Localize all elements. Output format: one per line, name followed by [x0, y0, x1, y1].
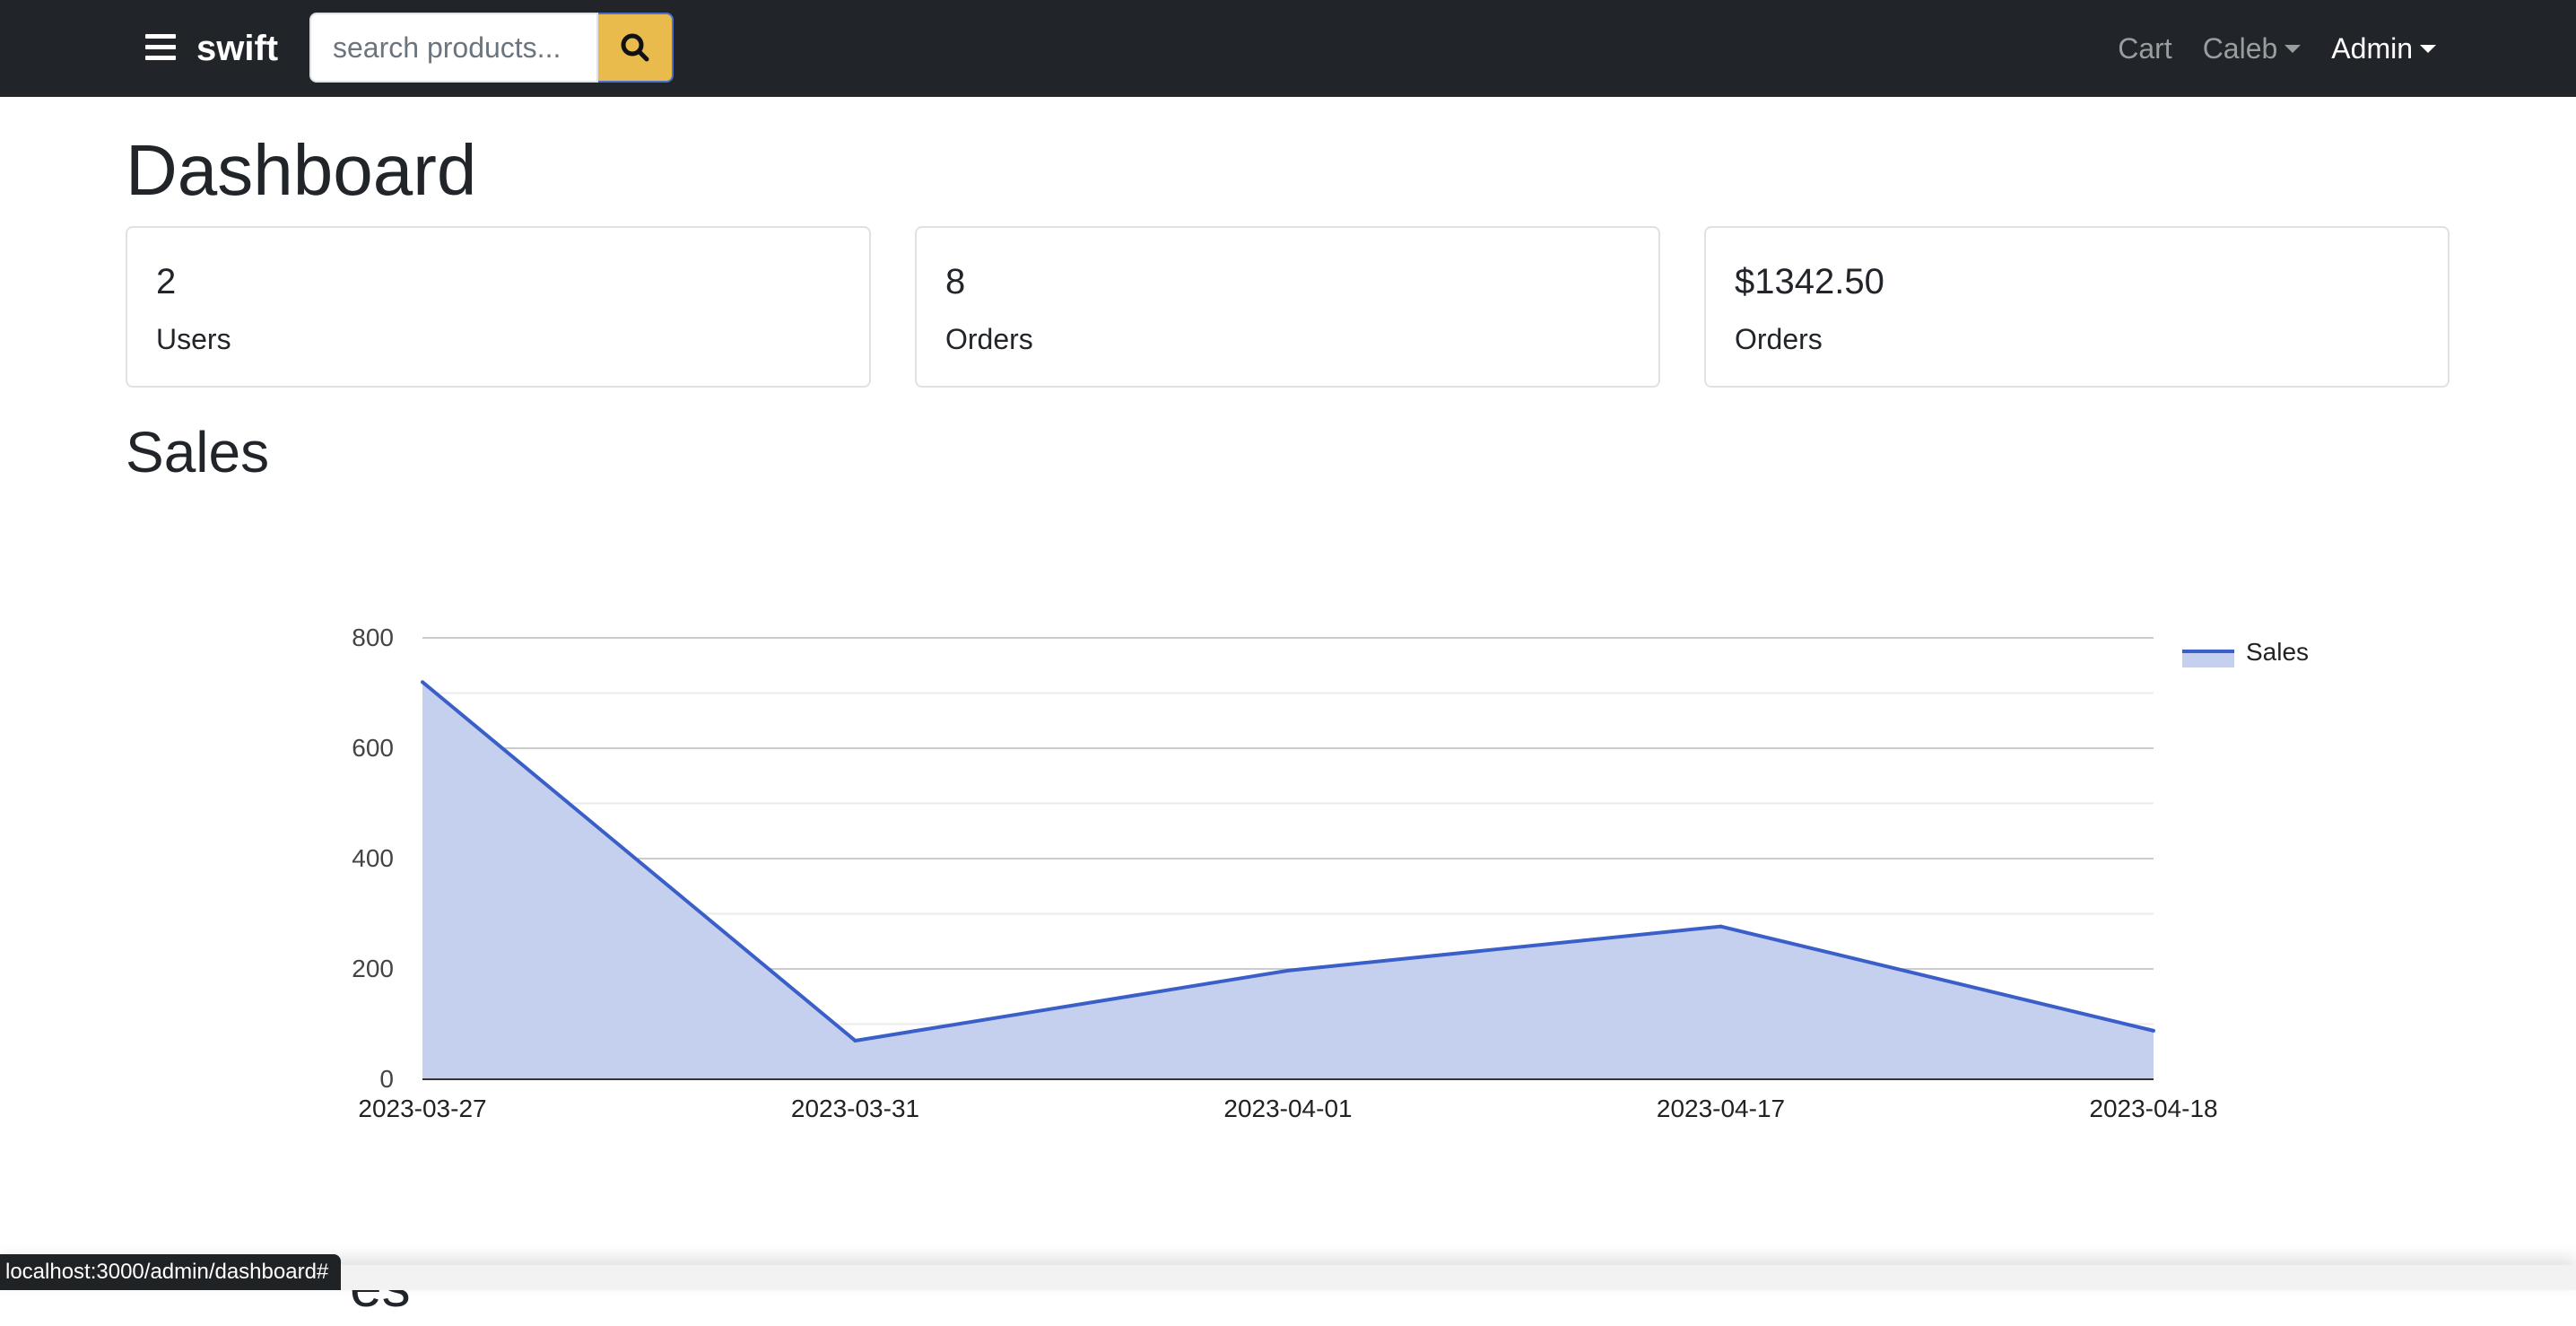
user-dropdown-label: Caleb: [2202, 31, 2278, 65]
nav-links: Cart Caleb Admin: [2087, 22, 2436, 75]
caret-down-icon: [2420, 44, 2436, 53]
admin-dropdown-label: Admin: [2331, 31, 2413, 65]
x-tick-label: 2023-04-18: [2089, 1095, 2217, 1122]
legend-swatch: [2182, 651, 2234, 667]
y-tick-label: 200: [352, 955, 394, 982]
search-button[interactable]: [598, 13, 674, 83]
data-point: [1286, 968, 1290, 973]
users-card: 2 Users: [126, 226, 871, 388]
data-point: [853, 1038, 857, 1042]
data-point: [1719, 924, 1723, 929]
card-label: Users: [156, 323, 231, 355]
y-tick-label: 0: [379, 1065, 394, 1093]
legend-label: Sales: [2246, 638, 2309, 666]
x-tick-label: 2023-04-17: [1657, 1095, 1785, 1122]
card-label: Orders: [1735, 323, 1823, 355]
data-point: [2152, 1028, 2155, 1033]
cart-link-label: Cart: [2118, 31, 2172, 65]
orders-count-card: 8 Orders: [915, 226, 1660, 388]
page-title: Dashboard: [126, 130, 477, 210]
user-dropdown[interactable]: Caleb: [2203, 32, 2302, 65]
orders-total-card: $1342.50 Orders: [1704, 226, 2450, 388]
card-value: 2: [156, 262, 177, 301]
card-label: Orders: [945, 323, 1033, 355]
menu-icon[interactable]: [145, 34, 176, 61]
sales-title: Sales: [126, 420, 270, 484]
navbar: swift Cart Caleb Admin: [0, 0, 2576, 97]
brand-logo[interactable]: swift: [196, 29, 279, 68]
y-tick-label: 400: [352, 844, 394, 872]
cart-link[interactable]: Cart: [2118, 32, 2171, 65]
x-tick-label: 2023-03-31: [791, 1095, 919, 1122]
search-form: [309, 13, 674, 83]
sales-area: [422, 682, 2154, 1079]
y-tick-label: 600: [352, 734, 394, 762]
search-icon: [621, 33, 649, 62]
sales-chart: 0 200 400 600 800 2023-03-27 2023-03-31 2023-04…: [352, 624, 2309, 1122]
admin-dropdown[interactable]: Admin: [2331, 32, 2436, 65]
page-fade: [0, 1265, 2576, 1290]
search-input[interactable]: [309, 13, 598, 83]
card-value: $1342.50: [1735, 262, 1884, 301]
card-value: 8: [945, 262, 966, 301]
x-tick-label: 2023-04-01: [1223, 1095, 1352, 1122]
x-tick-label: 2023-03-27: [358, 1095, 486, 1122]
data-point: [421, 680, 424, 685]
caret-down-icon: [2284, 44, 2302, 53]
status-bar-url: localhost:3000/admin/dashboard#: [0, 1254, 342, 1290]
y-tick-label: 800: [352, 624, 394, 651]
